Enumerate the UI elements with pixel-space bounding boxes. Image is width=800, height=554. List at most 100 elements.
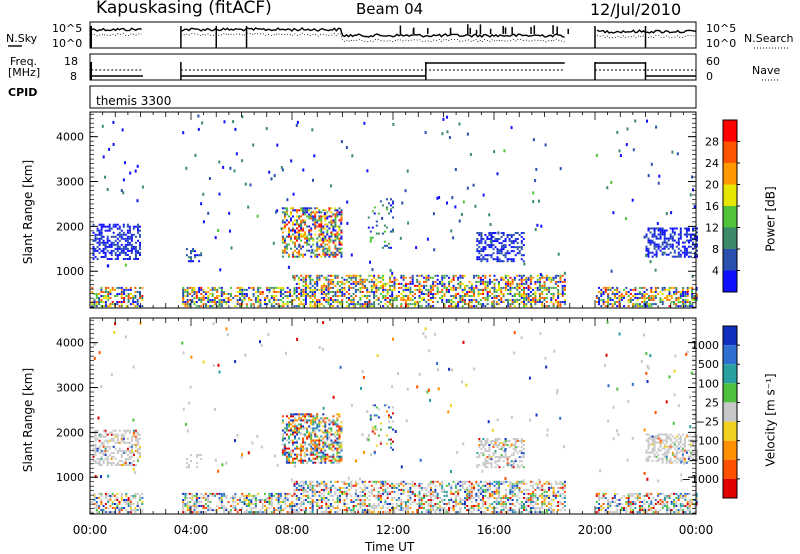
heatmap-cell — [220, 507, 223, 509]
heatmap-cell — [694, 235, 696, 238]
heatmap-cell — [663, 499, 666, 501]
heatmap-cell — [457, 482, 460, 485]
heatmap-cell — [429, 284, 432, 287]
heatmap-cell — [352, 505, 355, 507]
heatmap-cell — [518, 234, 521, 236]
heatmap-cell — [686, 301, 689, 303]
heatmap-cell — [418, 505, 421, 507]
heatmap-cell — [289, 492, 291, 495]
heatmap-cell — [309, 295, 312, 297]
heatmap-cell — [320, 223, 323, 226]
heatmap-cell — [329, 286, 332, 289]
heatmap-cell — [94, 449, 97, 452]
heatmap-cell — [139, 286, 141, 289]
heatmap-cell — [307, 293, 310, 295]
heatmap-cell — [432, 276, 435, 279]
heatmap-cell — [123, 288, 126, 291]
heatmap-cell — [495, 488, 498, 491]
heatmap-cell — [134, 245, 137, 248]
heatmap-cell — [306, 237, 309, 240]
heatmap-cell — [488, 238, 491, 240]
heatmap-cell — [647, 247, 650, 250]
heatmap-cell — [184, 295, 187, 297]
heatmap-cell — [543, 499, 546, 501]
heatmap-cell — [470, 301, 473, 303]
heatmap-cell — [536, 482, 539, 485]
heatmap-cell — [292, 433, 294, 436]
heatmap-cell — [625, 503, 628, 505]
heatmap-cell — [649, 231, 652, 234]
heatmap-cell — [345, 297, 348, 299]
heatmap-cell — [114, 235, 117, 238]
heatmap-cell — [409, 497, 412, 499]
heatmap-cell — [691, 305, 694, 308]
heatmap-cell — [679, 229, 682, 232]
heatmap-cell — [454, 484, 457, 487]
heatmap-dot — [197, 114, 200, 118]
heatmap-cell — [518, 486, 521, 489]
heatmap-cell — [106, 439, 109, 442]
heatmap-cell — [373, 297, 376, 299]
heatmap-cell — [322, 241, 325, 244]
heatmap-cell — [314, 293, 316, 295]
heatmap-cell — [300, 501, 303, 503]
heatmap-cell — [425, 501, 428, 503]
heatmap-cell — [398, 286, 400, 289]
heatmap-cell — [214, 301, 216, 303]
heatmap-cell — [454, 297, 457, 299]
heatmap-cell — [336, 501, 339, 503]
heatmap-cell — [675, 501, 678, 503]
heatmap-cell — [189, 507, 191, 509]
heatmap-cell — [139, 243, 141, 246]
heatmap-cell — [134, 492, 137, 495]
heatmap-cell — [634, 295, 637, 297]
heatmap-cell — [506, 236, 509, 238]
heatmap-cell — [289, 288, 291, 291]
heatmap-cell — [659, 492, 662, 495]
heatmap-cell — [552, 486, 555, 489]
heatmap-cell — [400, 492, 403, 495]
heatmap-cell — [137, 457, 139, 460]
heatmap-cell — [613, 297, 616, 299]
heatmap-cell — [184, 291, 187, 293]
heatmap-cell — [657, 245, 660, 248]
heatmap-cell — [102, 460, 105, 462]
heatmap-cell — [336, 233, 339, 236]
heatmap-cell — [120, 286, 123, 289]
heatmap-cell — [332, 295, 335, 297]
heatmap-cell — [409, 293, 412, 295]
heatmap-cell — [479, 490, 482, 493]
heatmap-cell — [411, 299, 414, 301]
heatmap-cell — [114, 295, 116, 297]
heatmap-cell — [310, 251, 313, 254]
heatmap-cell — [668, 299, 671, 301]
heatmap-cell — [541, 276, 544, 279]
heatmap-cell — [684, 492, 687, 495]
heatmap-cell — [281, 443, 284, 446]
heatmap-cell — [452, 305, 455, 308]
heatmap-cell — [211, 492, 214, 495]
heatmap-cell — [182, 286, 185, 289]
heatmap-cell — [552, 490, 555, 493]
heatmap-cell — [461, 480, 464, 483]
heatmap-cell — [94, 445, 97, 448]
heatmap-cell — [120, 507, 123, 509]
heatmap-cell — [675, 503, 678, 505]
heatmap-cell — [220, 293, 223, 295]
heatmap-cell — [110, 439, 113, 442]
heatmap-cell — [459, 488, 462, 491]
heatmap-cell — [293, 274, 296, 277]
heatmap-dot — [218, 192, 221, 196]
heatmap-cell — [534, 507, 537, 509]
heatmap-cell — [543, 282, 546, 285]
heatmap-cell — [464, 303, 466, 306]
heatmap-cell — [441, 501, 444, 503]
heatmap-cell — [602, 286, 605, 289]
heatmap-cell — [443, 282, 446, 285]
heatmap-cell — [641, 505, 644, 507]
heatmap-cell — [234, 501, 237, 503]
heatmap-dot — [647, 174, 650, 178]
heatmap-cell — [311, 490, 314, 493]
heatmap-cell — [293, 509, 296, 512]
heatmap-cell — [220, 303, 223, 306]
